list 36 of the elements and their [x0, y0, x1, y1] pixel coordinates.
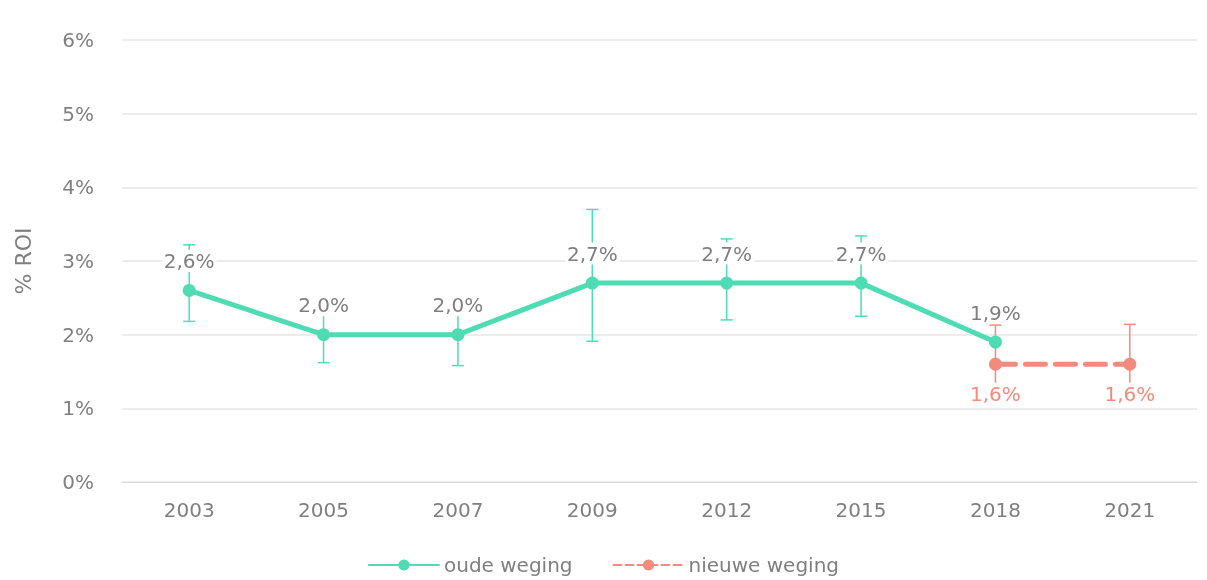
point [182, 283, 196, 297]
legend-label: nieuwe weging [688, 553, 840, 577]
data-label: 1,6% [970, 381, 1021, 406]
data-label: 2,7% [566, 241, 618, 266]
y-tick-label: 5% [62, 101, 94, 126]
y-axis-title: % ROI [10, 227, 36, 295]
point [317, 328, 331, 342]
point [585, 276, 599, 290]
y-tick-label: 2% [62, 322, 94, 347]
y-tick-label: 1% [62, 396, 94, 421]
point [451, 328, 465, 342]
data-label: 2,0% [432, 293, 484, 318]
y-tick-label: 6% [62, 28, 94, 52]
y-tick-label: 3% [62, 249, 94, 273]
x-tick-label: 2009 [566, 498, 618, 522]
y-tick-label: 0% [62, 470, 94, 494]
x-tick-label: 2018 [969, 498, 1021, 522]
data-label: 1,9% [970, 300, 1021, 325]
point [720, 276, 734, 290]
data-label: 2,6% [163, 248, 215, 273]
data-label: 1,6% [1104, 381, 1156, 406]
x-tick-label: 2007 [432, 498, 484, 522]
legend-label: oude weging [443, 553, 573, 577]
point [988, 335, 1002, 349]
point [988, 357, 1002, 371]
data-label: 2,0% [298, 293, 349, 318]
point [854, 276, 868, 290]
x-tick-label: 2021 [1104, 498, 1156, 522]
x-tick-label: 2015 [835, 498, 887, 522]
point [1123, 357, 1137, 371]
x-tick-label: 2005 [298, 498, 350, 522]
x-tick-label: 2003 [163, 498, 215, 522]
x-tick-label: 2012 [701, 498, 753, 522]
data-label: 2,7% [701, 241, 753, 266]
data-label: 2,7% [835, 241, 887, 266]
y-tick-label: 4% [62, 175, 94, 200]
